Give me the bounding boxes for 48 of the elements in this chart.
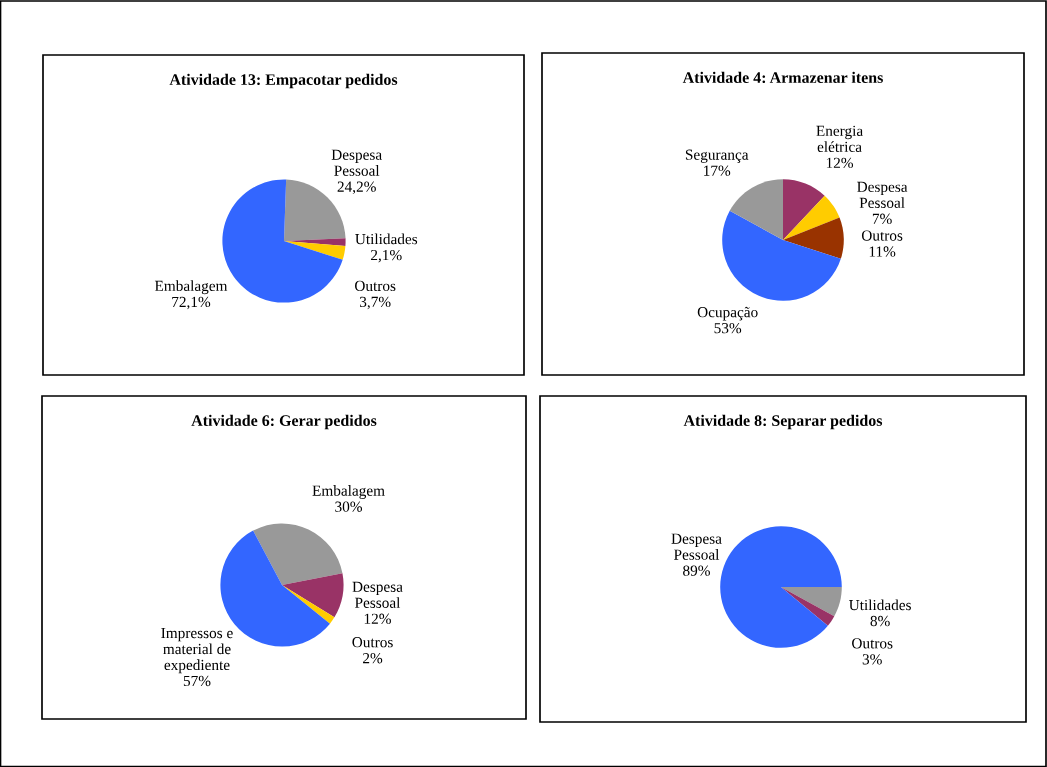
- pie-slice: [783, 179, 825, 240]
- pie-slice: [781, 587, 835, 626]
- slice-label: Impressos e material de expediente: [161, 628, 233, 674]
- data-label: 3,7%: [359, 296, 391, 310]
- data-label: 3%: [862, 654, 882, 665]
- pie-slice: [722, 210, 841, 301]
- chart-title: Atividade 8: Separar pedidos: [683, 414, 883, 430]
- data-label: 8%: [870, 615, 890, 627]
- data-label: 72,1%: [172, 296, 211, 310]
- pie-slice: [282, 573, 344, 618]
- data-label: 7%: [872, 213, 892, 224]
- pie-slice: [284, 241, 346, 260]
- slice-label: Embalagem: [154, 280, 228, 295]
- data-label: 2%: [363, 653, 383, 664]
- slice-label: Embalagem: [312, 485, 385, 499]
- data-label: 12%: [826, 157, 854, 169]
- chart-title: Atividade 6: Gerar pedidos: [191, 414, 377, 430]
- chart-title: Atividade 13: Empacotar pedidos: [169, 73, 398, 89]
- slice-label: Despesa Pessoal: [857, 181, 908, 208]
- data-label: 12%: [364, 613, 391, 624]
- slice-label: Outros: [352, 637, 393, 648]
- data-label: 17%: [704, 165, 731, 176]
- slice-label: Despesa Pessoal: [331, 149, 382, 176]
- data-label: 53%: [714, 322, 742, 334]
- slice-label: Outros: [861, 230, 903, 241]
- data-label: 2,1%: [371, 249, 402, 263]
- slice-label: Despesa Pessoal: [671, 533, 722, 560]
- slice-label: Segurança: [685, 149, 749, 163]
- data-label: 57%: [183, 675, 211, 687]
- pie-slice: [282, 585, 335, 624]
- pie-slice: [783, 217, 844, 259]
- slice-label: Energia elétrica: [816, 125, 863, 153]
- pie-slice: [720, 526, 842, 648]
- slice-label: Utilidades: [849, 599, 911, 611]
- data-label: 24,2%: [337, 181, 376, 195]
- pie-slice: [253, 523, 343, 585]
- pie-slice: [729, 179, 783, 240]
- data-label: 30%: [335, 501, 363, 512]
- pie-slice: [781, 587, 842, 617]
- slice-label: Utilidades: [355, 233, 418, 245]
- slice-label: Outros: [355, 280, 396, 292]
- slice-label: Ocupação: [697, 306, 758, 321]
- data-label: 89%: [683, 565, 710, 576]
- slice-label: Despesa Pessoal: [352, 581, 403, 608]
- slice-label: Outros: [852, 638, 893, 649]
- pie-slice: [783, 195, 840, 240]
- data-label: 11%: [869, 246, 896, 257]
- chart-title: Atividade 4: Armazenar itens: [682, 71, 883, 84]
